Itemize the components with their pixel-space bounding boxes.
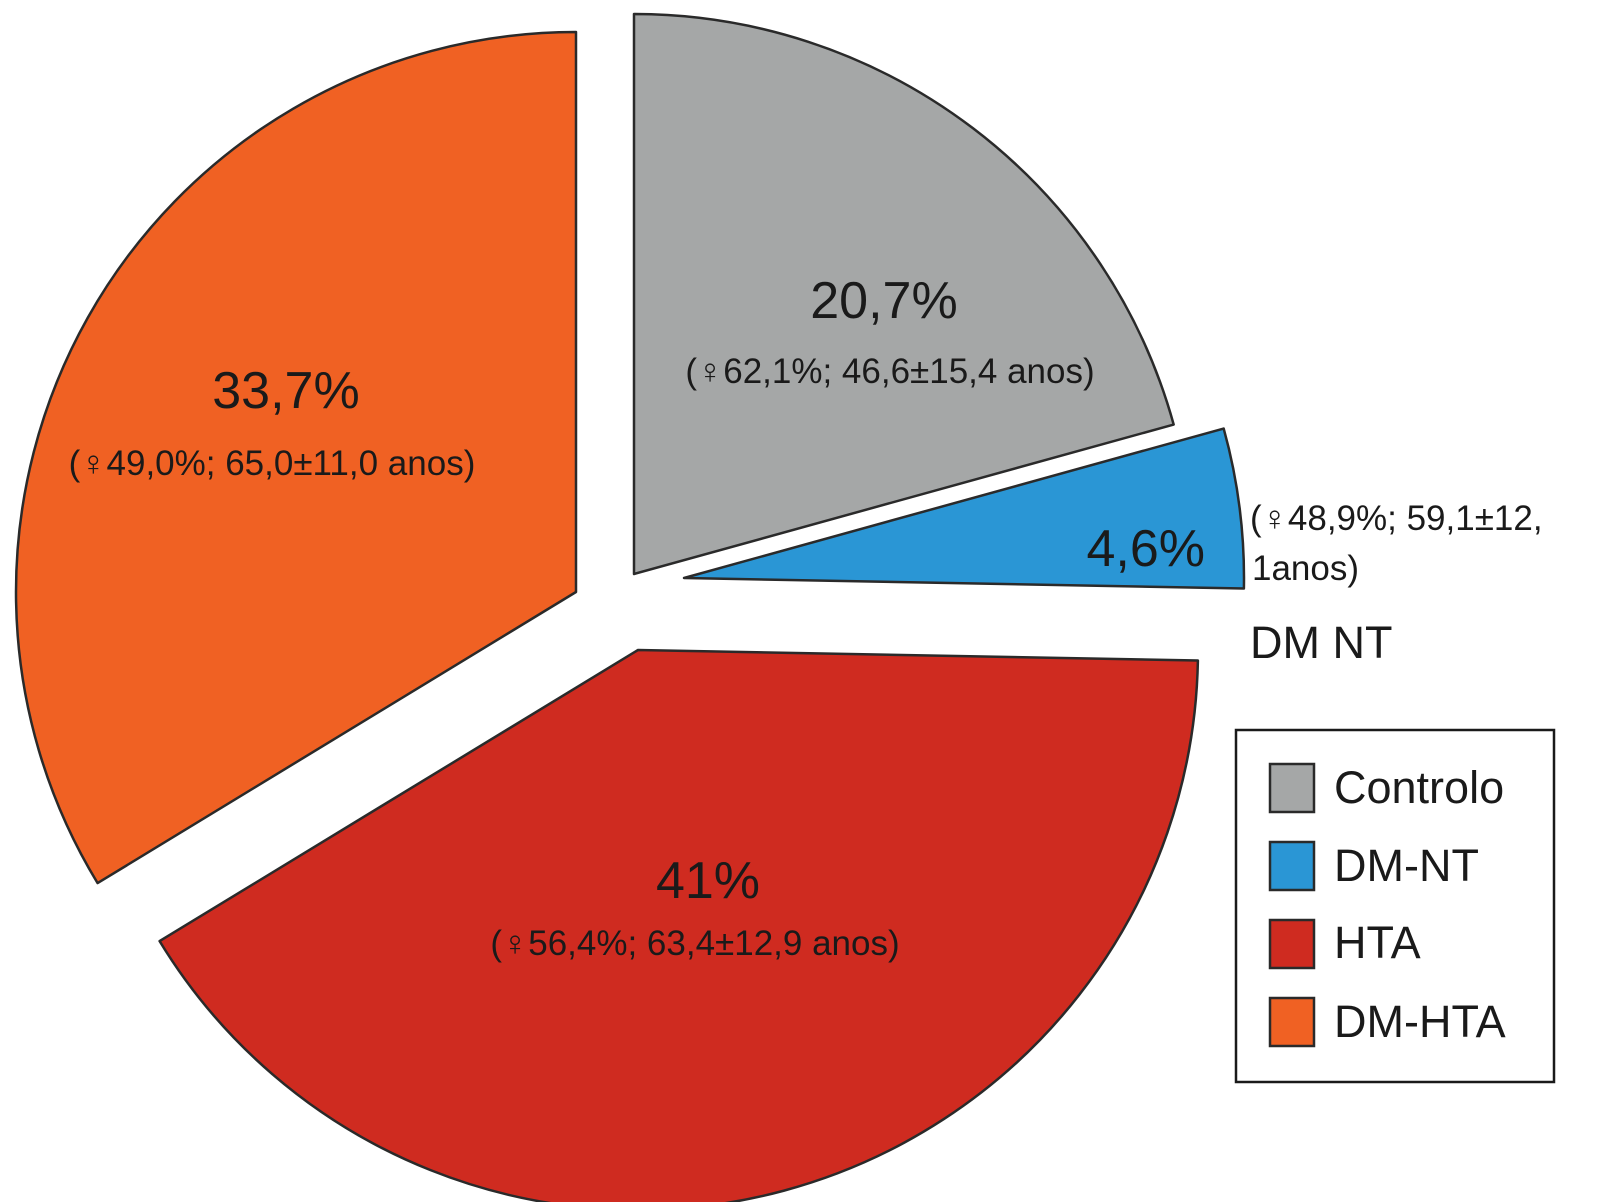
slice-sublabel-dm-nt-line2: 1anos)	[1252, 549, 1359, 588]
legend-swatch-dm-nt	[1268, 840, 1316, 892]
pie-slice-hta	[158, 648, 1200, 1202]
legend-item-controlo: Controlo	[1268, 762, 1504, 814]
legend: Controlo DM-NT HTA DM-HTA	[1234, 728, 1556, 1084]
slice-sublabel-controlo: (♀62,1%; 46,6±15,4 anos)	[685, 352, 1094, 391]
legend-swatch-controlo	[1268, 762, 1316, 814]
legend-item-dm-hta: DM-HTA	[1268, 996, 1506, 1048]
legend-item-dm-nt: DM-NT	[1268, 840, 1479, 892]
pie-slice-controlo	[632, 12, 1175, 576]
slice-label-dm-hta: 33,7%	[212, 362, 359, 420]
slice-sublabel-dm-nt-line1: (♀48,9%; 59,1±12,	[1250, 499, 1543, 538]
legend-label-hta: HTA	[1334, 917, 1421, 968]
legend-item-hta: HTA	[1268, 917, 1421, 970]
pie-slices	[14, 12, 1246, 1202]
legend-label-dm-nt: DM-NT	[1334, 840, 1479, 891]
side-label-dm-nt: DM NT	[1250, 617, 1392, 668]
slice-label-hta: 41%	[656, 852, 760, 910]
slice-label-dm-nt: 4,6%	[1086, 520, 1205, 578]
legend-swatch-dm-hta	[1268, 996, 1316, 1048]
legend-label-controlo: Controlo	[1334, 762, 1504, 813]
slice-sublabel-hta: (♀56,4%; 63,4±12,9 anos)	[490, 924, 899, 963]
legend-label-dm-hta: DM-HTA	[1334, 996, 1506, 1047]
pie-slice-dm-hta	[14, 30, 578, 885]
slice-sublabel-dm-hta: (♀49,0%; 65,0±11,0 anos)	[69, 444, 476, 483]
slice-label-controlo: 20,7%	[810, 272, 957, 330]
legend-swatch-hta	[1268, 918, 1316, 970]
pie-slice-dm-nt	[682, 427, 1246, 590]
